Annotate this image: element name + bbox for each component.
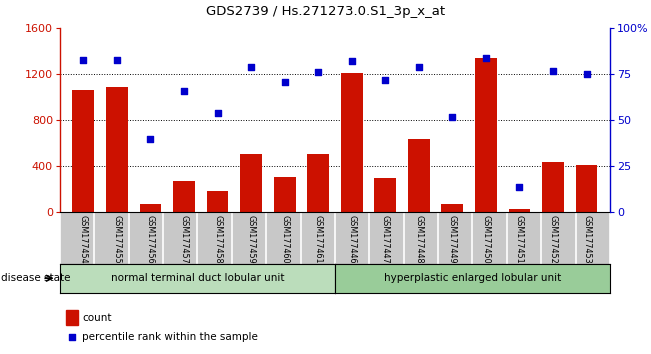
Text: GSM177457: GSM177457 — [180, 215, 189, 264]
Bar — [139, 204, 161, 212]
Text: GSM177460: GSM177460 — [280, 215, 289, 263]
Point — [145, 136, 156, 142]
Text: GSM177459: GSM177459 — [247, 215, 256, 264]
Text: GSM177452: GSM177452 — [548, 215, 557, 264]
Point — [112, 57, 122, 62]
Bar — [173, 181, 195, 212]
Bar — [341, 73, 363, 212]
Bar — [206, 191, 229, 212]
Point — [179, 88, 189, 94]
Point — [447, 114, 458, 120]
Text: hyperplastic enlarged lobular unit: hyperplastic enlarged lobular unit — [384, 273, 561, 283]
Text: GSM177446: GSM177446 — [347, 215, 356, 263]
Bar — [273, 177, 296, 212]
Point — [67, 334, 77, 340]
Bar — [66, 310, 78, 325]
Point — [581, 72, 592, 77]
Text: GSM177456: GSM177456 — [146, 215, 155, 264]
Text: GSM177453: GSM177453 — [582, 215, 591, 264]
Bar — [307, 154, 329, 212]
Point — [246, 64, 256, 70]
Point — [78, 57, 89, 62]
Point — [547, 68, 558, 74]
Point — [279, 79, 290, 85]
Bar — [72, 91, 94, 212]
Text: GSM177455: GSM177455 — [113, 215, 122, 264]
Text: count: count — [82, 313, 111, 322]
Bar — [106, 87, 128, 212]
Text: GSM177448: GSM177448 — [414, 215, 423, 263]
Bar — [475, 58, 497, 212]
Text: GSM177454: GSM177454 — [79, 215, 88, 264]
Text: disease state: disease state — [1, 273, 71, 283]
Point — [480, 55, 491, 61]
Text: normal terminal duct lobular unit: normal terminal duct lobular unit — [111, 273, 284, 283]
Bar — [441, 204, 464, 212]
Bar — [374, 178, 396, 212]
Text: GSM177447: GSM177447 — [381, 215, 390, 264]
Bar — [408, 139, 430, 212]
Point — [413, 64, 424, 70]
Bar — [542, 162, 564, 212]
Point — [212, 110, 223, 116]
Bar — [575, 165, 598, 212]
Point — [313, 70, 324, 75]
Text: GDS2739 / Hs.271273.0.S1_3p_x_at: GDS2739 / Hs.271273.0.S1_3p_x_at — [206, 5, 445, 18]
Text: GSM177450: GSM177450 — [481, 215, 490, 264]
Text: percentile rank within the sample: percentile rank within the sample — [82, 332, 258, 342]
Point — [514, 184, 525, 189]
Point — [346, 59, 357, 64]
Bar — [508, 209, 531, 212]
Point — [380, 77, 391, 83]
Bar — [240, 154, 262, 212]
Text: GSM177461: GSM177461 — [314, 215, 323, 263]
Text: GSM177449: GSM177449 — [448, 215, 457, 264]
Text: GSM177458: GSM177458 — [213, 215, 222, 264]
Text: GSM177451: GSM177451 — [515, 215, 524, 264]
